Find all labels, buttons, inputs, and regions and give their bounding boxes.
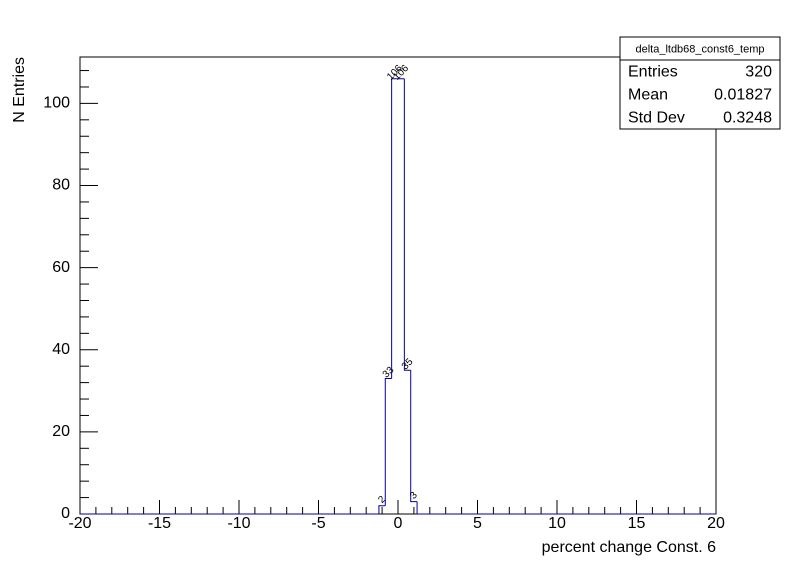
x-axis-label: percent change Const. 6 xyxy=(542,539,716,556)
histogram-bin xyxy=(410,370,418,503)
x-tick-label: -10 xyxy=(227,515,250,532)
stats-title: delta_ltdb68_const6_temp xyxy=(635,43,764,55)
y-tick-label: 40 xyxy=(52,341,70,358)
stats-box xyxy=(619,36,781,130)
x-tick-label: -20 xyxy=(68,515,91,532)
y-tick-label: 60 xyxy=(52,259,70,276)
x-tick-label: 10 xyxy=(548,515,566,532)
y-tick-label: 0 xyxy=(61,505,70,522)
histogram-bin xyxy=(384,378,392,506)
stats-value: 0.01827 xyxy=(714,87,772,104)
stats-value: 320 xyxy=(745,64,772,81)
x-tick-label: -15 xyxy=(148,515,171,532)
bin-label: 35 xyxy=(400,356,416,372)
x-tick-label: 0 xyxy=(394,515,403,532)
histogram-bin xyxy=(416,501,424,515)
stats-label: Entries xyxy=(628,64,678,81)
bin-label: 33 xyxy=(381,364,397,380)
stats-value: 0.3248 xyxy=(723,110,772,127)
histogram-bin xyxy=(391,78,398,379)
x-tick-label: 15 xyxy=(628,515,646,532)
bin-label: 3 xyxy=(408,490,420,502)
y-axis-label: N Entries xyxy=(11,57,28,123)
bin-label: 2 xyxy=(376,494,388,506)
stats-label: Mean xyxy=(628,87,668,104)
histogram-bin xyxy=(378,505,386,514)
y-tick-label: 80 xyxy=(52,177,70,194)
y-tick-label: 100 xyxy=(43,95,70,112)
x-tick-label: -5 xyxy=(311,515,325,532)
stats-label: Std Dev xyxy=(628,110,685,127)
x-tick-label: 5 xyxy=(473,515,482,532)
y-tick-label: 20 xyxy=(52,423,70,440)
x-tick-label: 20 xyxy=(707,515,725,532)
histogram-bin xyxy=(403,78,411,371)
